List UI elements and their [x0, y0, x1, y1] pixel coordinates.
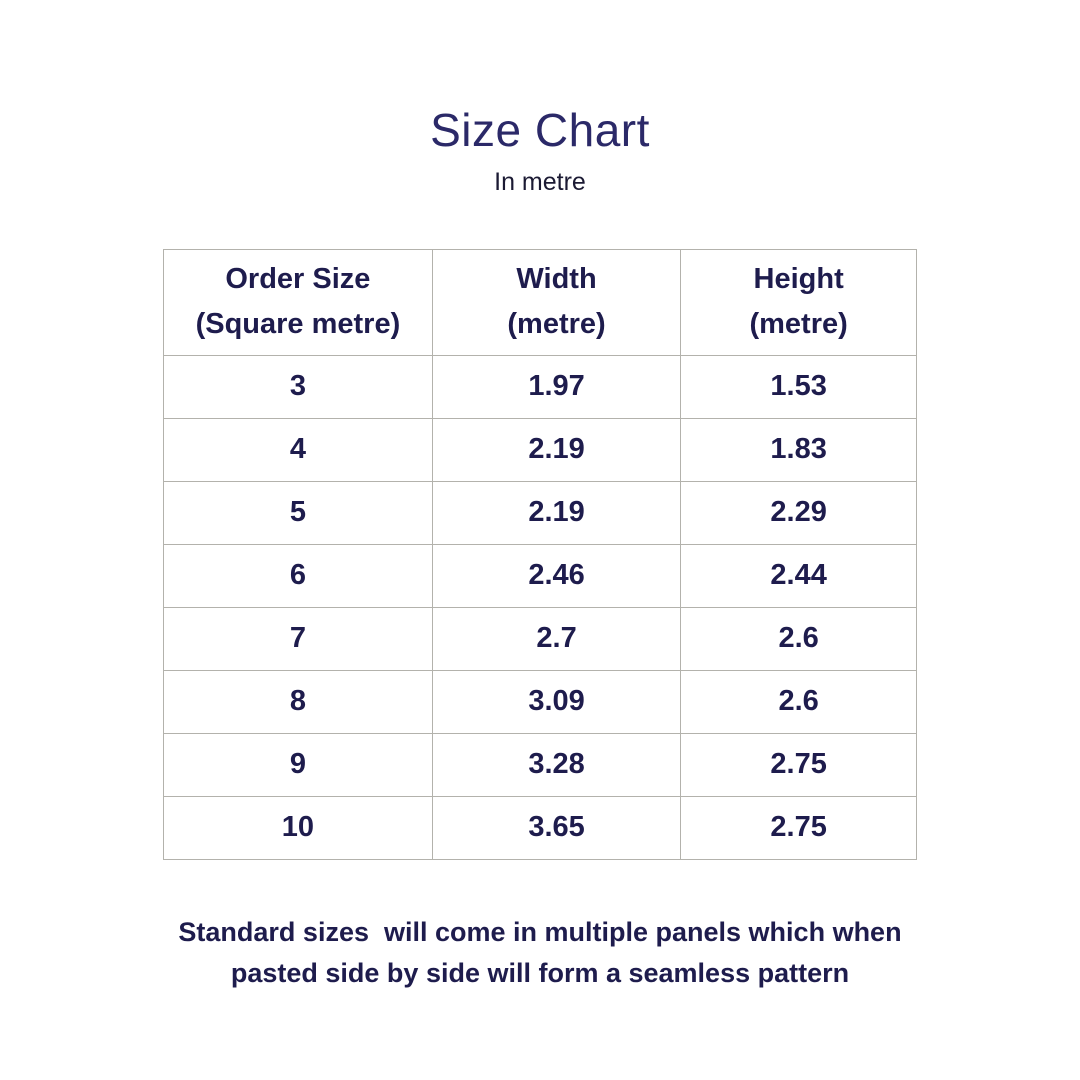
- height-cell: 2.44: [680, 543, 917, 608]
- table-row: 6 2.46 2.44: [163, 543, 917, 608]
- table-row: 9 3.28 2.75: [163, 732, 917, 797]
- footer-note-line: Standard sizes will come in multiple pan…: [178, 916, 902, 947]
- table-body: 3 1.97 1.53 4 2.19 1.83 5 2.19 2.29 6 2.46 2.44 7 2.7…: [163, 354, 917, 860]
- column-header-order-size: Order Size (Square metre): [163, 248, 433, 356]
- column-header-label: Height: [753, 263, 844, 296]
- height-cell: 1.83: [680, 417, 917, 482]
- height-cell: 1.53: [680, 354, 917, 419]
- height-cell: 2.75: [680, 795, 917, 860]
- order-size-cell: 7: [163, 606, 433, 671]
- height-cell: 2.29: [680, 480, 917, 545]
- table-row: 8 3.09 2.6: [163, 669, 917, 734]
- width-cell: 3.65: [431, 795, 682, 860]
- table-row: 5 2.19 2.29: [163, 480, 917, 545]
- column-header-label: Order Size: [225, 263, 371, 296]
- column-header-height: Height (metre): [680, 248, 917, 356]
- order-size-cell: 6: [163, 543, 433, 608]
- column-header-unit: (metre): [507, 308, 606, 341]
- height-cell: 2.6: [680, 606, 917, 671]
- table-row: 7 2.7 2.6: [163, 606, 917, 671]
- width-cell: 3.28: [431, 732, 682, 797]
- order-size-cell: 5: [163, 480, 433, 545]
- table-row: 3 1.97 1.53: [163, 354, 917, 419]
- table-header-row: Order Size (Square metre) Width (metre) …: [163, 248, 917, 356]
- table-row: 10 3.65 2.75: [163, 795, 917, 860]
- table-header: Order Size (Square metre) Width (metre) …: [163, 248, 917, 356]
- page-subtitle: In metre: [494, 167, 586, 196]
- order-size-cell: 8: [163, 669, 433, 734]
- column-header-width: Width (metre): [431, 248, 682, 356]
- order-size-cell: 9: [163, 732, 433, 797]
- height-cell: 2.75: [680, 732, 917, 797]
- column-header-unit: (Square metre): [195, 308, 401, 341]
- width-cell: 2.19: [431, 417, 682, 482]
- page-header: Size Chart In metre: [0, 0, 1080, 197]
- order-size-cell: 10: [163, 795, 433, 860]
- size-chart-table: Order Size (Square metre) Width (metre) …: [163, 248, 917, 860]
- height-cell: 2.6: [680, 669, 917, 734]
- width-cell: 1.97: [431, 354, 682, 419]
- width-cell: 2.19: [431, 480, 682, 545]
- column-header-unit: (metre): [749, 308, 848, 341]
- page-title: Size Chart: [430, 104, 650, 156]
- width-cell: 3.09: [431, 669, 682, 734]
- footer-note: Standard sizes will come in multiple pan…: [0, 912, 1080, 994]
- width-cell: 2.7: [431, 606, 682, 671]
- table-row: 4 2.19 1.83: [163, 417, 917, 482]
- order-size-cell: 4: [163, 417, 433, 482]
- width-cell: 2.46: [431, 543, 682, 608]
- footer-note-line: pasted side by side will form a seamless…: [230, 957, 850, 988]
- column-header-label: Width: [516, 263, 597, 296]
- order-size-cell: 3: [163, 354, 433, 419]
